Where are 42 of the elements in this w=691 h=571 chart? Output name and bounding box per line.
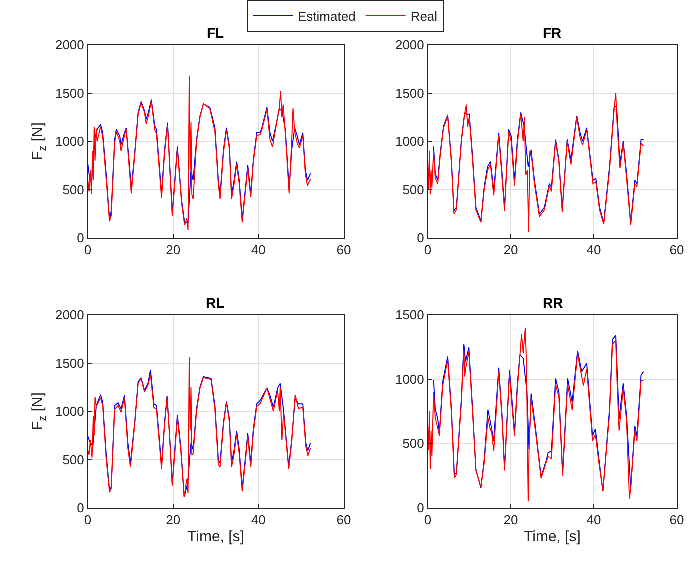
y-tick-label: 500 [62, 452, 84, 468]
x-tick-label: 20 [504, 512, 518, 528]
y-tick-label: 0 [417, 230, 424, 246]
y-tick-label: 1500 [55, 356, 84, 371]
line-series [433, 105, 644, 224]
chart-title: FR [543, 25, 562, 41]
y-tick-label: 2000 [55, 308, 84, 323]
y-tick-label: 0 [77, 230, 84, 246]
y-tick-label: 2000 [395, 38, 424, 53]
chart-title: RL [206, 295, 226, 311]
y-tick-label: 500 [402, 182, 424, 198]
y-tick-label: 1500 [55, 86, 84, 101]
x-tick-label: 40 [586, 512, 602, 528]
x-tick-label: 60 [336, 512, 352, 528]
y-tick-label: 1000 [55, 404, 84, 420]
x-axis-title: Time, [s] [188, 528, 244, 546]
y-tick-label: 0 [77, 500, 84, 516]
line-series [428, 92, 644, 233]
x-tick-label: 60 [336, 242, 352, 258]
y-tick-label: 500 [402, 436, 424, 452]
x-tick-label: 40 [586, 242, 602, 258]
x-tick-label: 60 [670, 512, 684, 528]
y-tick-label: 500 [62, 182, 84, 198]
y-tick-label: 1000 [395, 372, 424, 387]
line-series [88, 75, 312, 231]
x-tick-label: 40 [251, 512, 266, 528]
y-tick-label: 1500 [395, 86, 424, 101]
y-tick-label: 2000 [55, 38, 84, 53]
x-tick-label: 60 [670, 242, 684, 258]
x-tick-label: 40 [251, 242, 266, 258]
x-tick-label: 20 [504, 242, 518, 258]
chart-title: FL [207, 25, 225, 41]
y-tick-label: 0 [417, 500, 424, 516]
x-axis-title: Time, [s] [524, 528, 581, 546]
legend-label: Estimated [298, 9, 356, 24]
x-tick-label: 20 [166, 242, 181, 258]
x-tick-label: 20 [166, 512, 181, 528]
chart-title: RR [543, 295, 564, 311]
y-tick-label: 1000 [395, 134, 424, 150]
legend-label: Real [410, 9, 438, 24]
y-tick-label: 1500 [395, 308, 424, 323]
y-tick-label: 1000 [55, 134, 84, 150]
